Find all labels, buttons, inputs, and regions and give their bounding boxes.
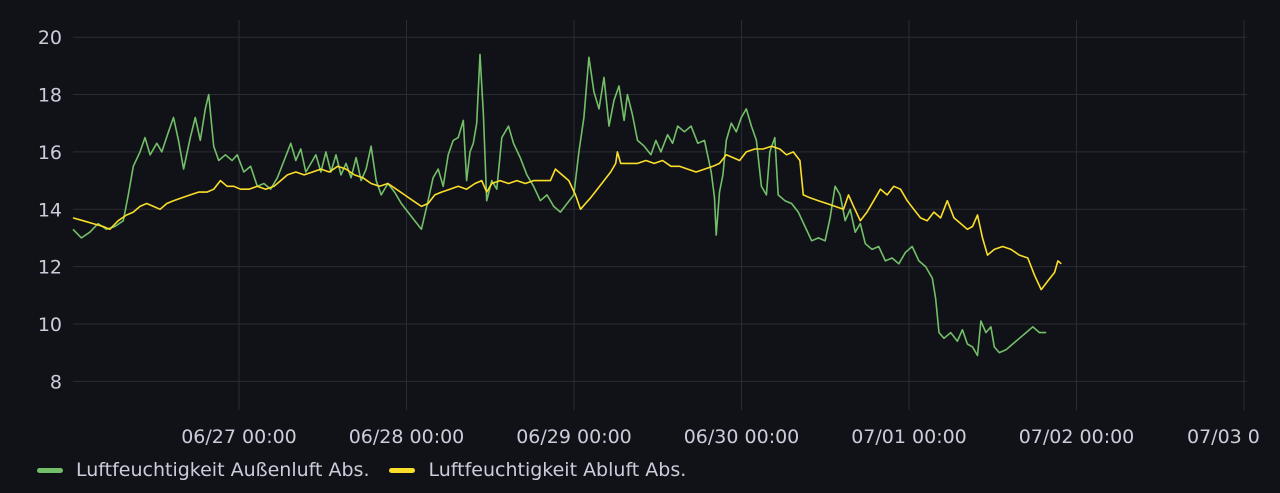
x-tick-label: 06/27 00:00 bbox=[181, 426, 297, 448]
x-tick-label: 07/02 00:00 bbox=[1019, 426, 1135, 448]
x-tick-label: 06/29 00:00 bbox=[516, 426, 632, 448]
legend-label-aussenluft: Luftfeuchtigkeit Außenluft Abs. bbox=[76, 459, 370, 481]
legend-swatch-aussenluft bbox=[37, 467, 63, 473]
y-tick-label: 20 bbox=[38, 27, 62, 49]
y-axis-ticks: 8 10 12 14 16 18 20 bbox=[38, 27, 62, 393]
x-tick-label: 06/28 00:00 bbox=[349, 426, 465, 448]
y-tick-label: 12 bbox=[38, 257, 62, 279]
series-line-abluft[interactable] bbox=[72, 145, 1062, 291]
x-axis-ticks: 06/27 00:00 06/28 00:00 06/29 00:00 06/30 0… bbox=[181, 426, 1260, 448]
grid-lines bbox=[73, 20, 1247, 410]
legend-item-abluft[interactable]: Luftfeuchtigkeit Abluft Abs. bbox=[389, 459, 686, 481]
legend-item-aussenluft[interactable]: Luftfeuchtigkeit Außenluft Abs. bbox=[37, 459, 369, 481]
y-tick-label: 16 bbox=[38, 142, 62, 164]
x-tick-label: 07/01 00:00 bbox=[851, 426, 967, 448]
x-tick-label: 07/03 0 bbox=[1187, 426, 1260, 448]
legend-label-abluft: Luftfeuchtigkeit Abluft Abs. bbox=[428, 459, 687, 481]
y-tick-label: 14 bbox=[38, 199, 62, 221]
chart-legend: Luftfeuchtigkeit Außenluft Abs. Luftfeuc… bbox=[37, 459, 706, 481]
x-tick-label: 06/30 00:00 bbox=[684, 426, 800, 448]
series-line-aussenluft[interactable] bbox=[72, 53, 1047, 357]
y-tick-label: 18 bbox=[38, 85, 62, 107]
legend-swatch-abluft bbox=[389, 467, 416, 473]
y-tick-label: 10 bbox=[38, 314, 62, 336]
y-tick-label: 8 bbox=[50, 371, 62, 393]
series-lines[interactable] bbox=[72, 53, 1062, 357]
